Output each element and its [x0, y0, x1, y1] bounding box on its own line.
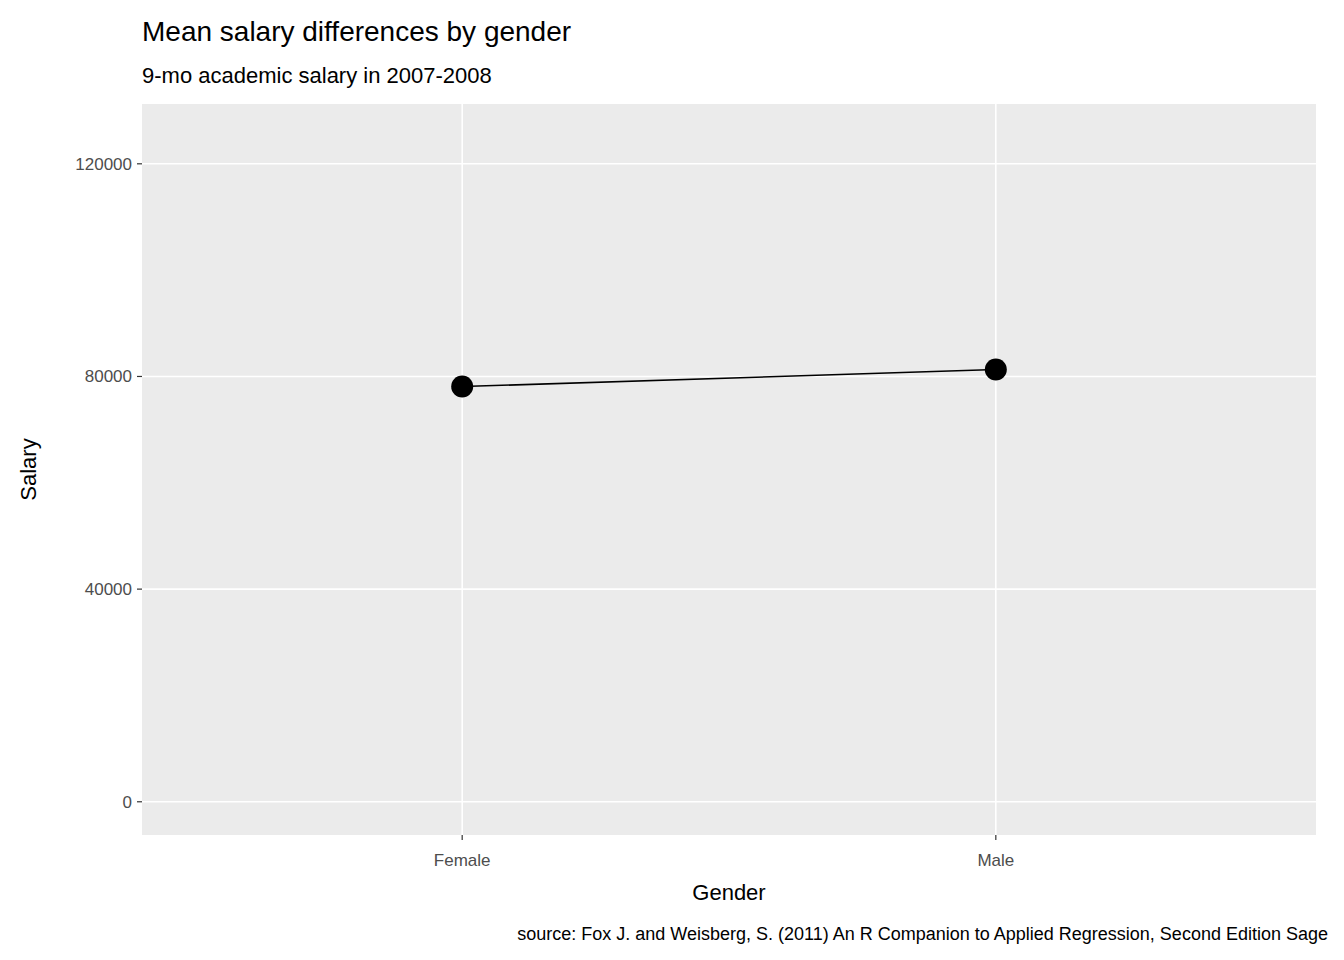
y-axis-label: Salary	[16, 438, 41, 500]
grid-line	[142, 588, 1316, 590]
tick-label: Female	[434, 851, 491, 870]
data-point	[451, 376, 473, 398]
tick-mark	[137, 163, 142, 164]
chart: 0 40000 80000 120000 Female Male Mean salary d…	[0, 0, 1344, 960]
data-layer	[451, 359, 1007, 398]
tick-mark	[462, 835, 463, 840]
grid-line	[995, 104, 997, 835]
caption: source: Fox J. and Weisberg, S. (2011) A…	[517, 924, 1328, 944]
grid-line	[461, 104, 463, 835]
tick-label: 120000	[75, 155, 132, 174]
tick-label: 0	[123, 793, 132, 812]
tick-mark	[995, 835, 996, 840]
grid-line	[142, 801, 1316, 803]
subtitle: 9-mo academic salary in 2007-2008	[142, 63, 492, 88]
grid-line	[142, 163, 1316, 165]
tick-label: Male	[977, 851, 1014, 870]
tick-label: 40000	[85, 580, 132, 599]
plot-panel	[142, 104, 1316, 835]
tick-mark	[137, 376, 142, 377]
tick-mark	[137, 589, 142, 590]
data-line	[462, 370, 996, 387]
x-axis-label: Gender	[692, 880, 765, 905]
tick-label: 80000	[85, 367, 132, 386]
tick-mark	[137, 801, 142, 802]
grid-line	[142, 376, 1316, 378]
title: Mean salary differences by gender	[142, 16, 571, 47]
data-point	[985, 359, 1007, 381]
